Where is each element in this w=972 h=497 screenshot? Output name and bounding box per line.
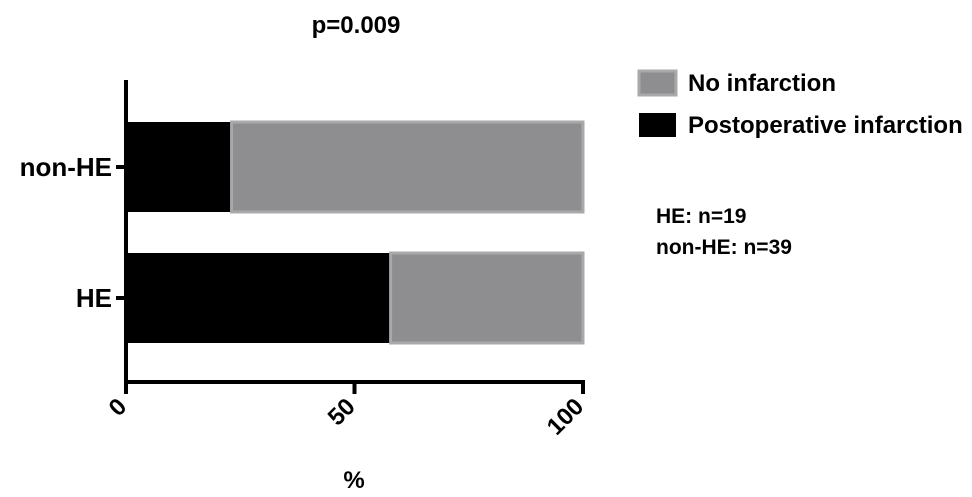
chart-title: p=0.009 [312, 12, 401, 39]
bars-group [126, 120, 585, 345]
legend-swatch [637, 69, 678, 97]
x-tick-label: 100 [542, 393, 589, 440]
y-tick-label: HE [76, 283, 112, 313]
legend-label: No infarction [688, 70, 836, 97]
bar-non-he-no-infarction [230, 120, 585, 214]
bar-he-no-infarction [389, 251, 585, 345]
sample-size-note: non-HE: n=39 [656, 236, 792, 259]
bar-he-postoperative-infarction [126, 253, 391, 343]
legend-swatch [639, 113, 676, 137]
y-ticks-group: non-HE HE [20, 152, 126, 313]
x-tick-label: 0 [104, 393, 133, 422]
x-axis-label: % [343, 467, 364, 494]
y-tick-label: non-HE [20, 152, 112, 182]
annotations: HE: n=19 non-HE: n=39 [656, 205, 792, 259]
x-tick-label: 50 [323, 393, 361, 431]
x-ticks-group: 0 50 100 [104, 382, 589, 441]
legend-label: Postoperative infarction [688, 112, 963, 139]
bar-non-he-postoperative-infarction [126, 122, 232, 212]
legend: No infarction Postoperative infarction [637, 69, 963, 139]
sample-size-note: HE: n=19 [656, 205, 746, 228]
